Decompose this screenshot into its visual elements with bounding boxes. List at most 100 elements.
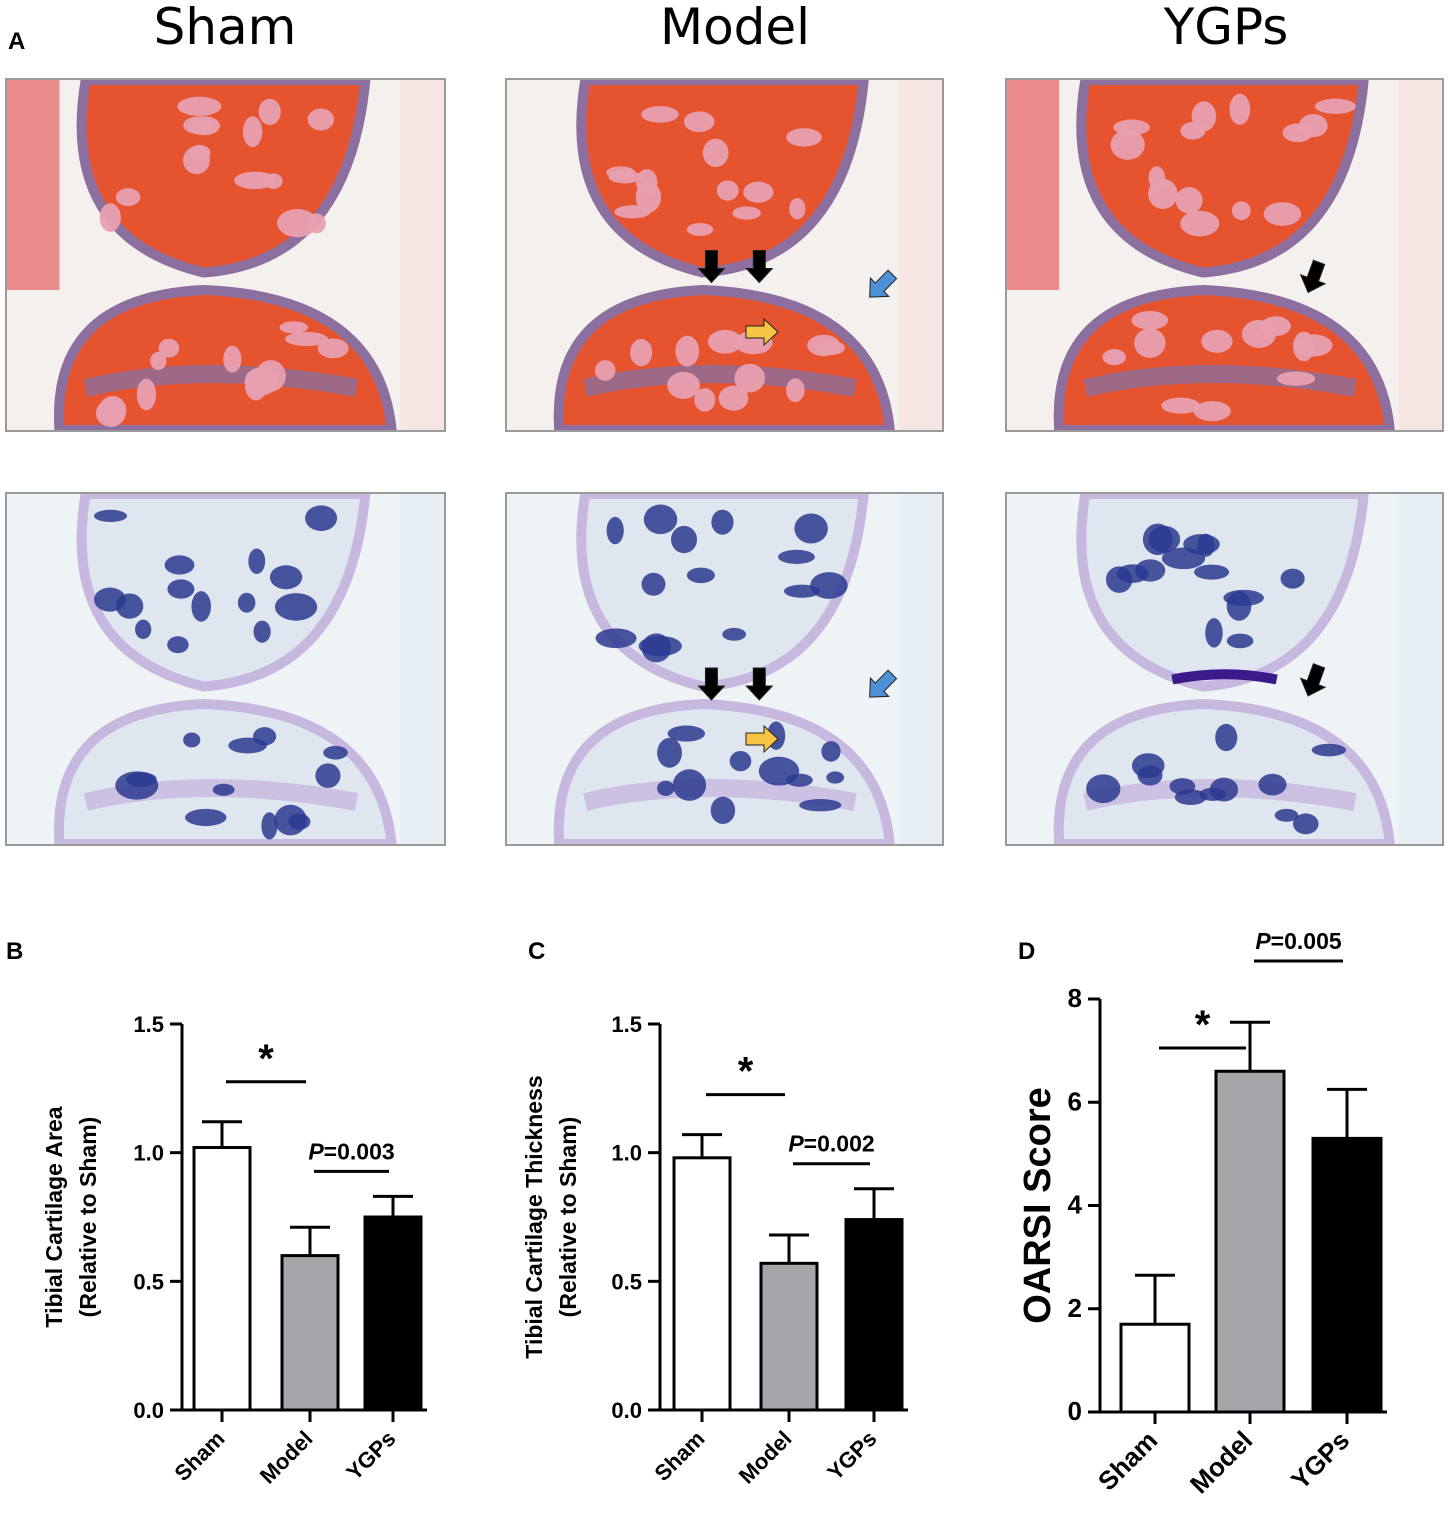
marrow-blob bbox=[1135, 559, 1166, 582]
y-tick-label: 0.0 bbox=[611, 1398, 642, 1423]
black-arrow-icon bbox=[1299, 663, 1327, 697]
y-tick-label: 1.0 bbox=[133, 1141, 164, 1166]
bar-sham bbox=[1119, 1322, 1191, 1414]
marrow-blob bbox=[686, 567, 715, 584]
growth-plate bbox=[583, 779, 857, 811]
marrow-blob bbox=[95, 399, 126, 427]
blue-arrow-icon bbox=[869, 269, 898, 298]
marrow-blob bbox=[1201, 329, 1233, 353]
marrow-blob bbox=[606, 516, 624, 545]
bar-chart-b: 0.0 0.5 1.0 1.5 Tibial Cartilage Area (Relati… bbox=[41, 1012, 427, 1488]
column-title-sham: Sham bbox=[153, 0, 297, 56]
bar-model bbox=[759, 1261, 819, 1412]
marrow-blob bbox=[722, 627, 747, 641]
marrow-blob bbox=[1180, 122, 1206, 140]
marrow-blob bbox=[305, 505, 338, 531]
y-tick-label: 1.5 bbox=[611, 1012, 642, 1037]
column-title-model: Model bbox=[659, 0, 811, 56]
marrow-blob bbox=[702, 138, 729, 168]
marrow-blob bbox=[99, 203, 121, 232]
micrograph-he-model bbox=[505, 78, 944, 432]
growth-plate bbox=[1083, 365, 1357, 397]
tibia-shape bbox=[53, 698, 397, 844]
marrow-blob bbox=[810, 572, 848, 599]
y-tick-label: 0 bbox=[1068, 1396, 1082, 1426]
marrow-blob bbox=[732, 206, 761, 220]
marrow-blob bbox=[269, 565, 303, 590]
marrow-blob bbox=[635, 181, 662, 213]
black-arrow-icon bbox=[697, 250, 726, 284]
marrow-blob bbox=[126, 772, 157, 788]
y-tick-label: 1.0 bbox=[611, 1141, 642, 1166]
bar-model bbox=[280, 1254, 340, 1412]
x-category-label: Model bbox=[1184, 1425, 1258, 1499]
marrow-blob bbox=[136, 378, 157, 411]
marrow-blob bbox=[672, 769, 707, 801]
marrow-blob bbox=[277, 209, 318, 238]
marrow-blob bbox=[1274, 808, 1299, 822]
muscle-tissue bbox=[7, 80, 60, 290]
significance-star: * bbox=[738, 1050, 754, 1094]
y-axis-label-line2: (Relative to Sham) bbox=[75, 1117, 101, 1318]
marrow-blob bbox=[212, 783, 235, 796]
marrow-blob bbox=[253, 620, 271, 643]
marrow-blob bbox=[711, 509, 734, 535]
marrow-blob bbox=[93, 509, 128, 522]
p-value-label: P=0.005 bbox=[1255, 928, 1342, 954]
marrow-blob bbox=[167, 579, 195, 599]
marrow-blob bbox=[657, 780, 675, 797]
marrow-blob bbox=[1183, 534, 1220, 555]
muscle-tissue bbox=[1007, 80, 1060, 290]
marrow-blob bbox=[1134, 328, 1166, 358]
marrow-blob bbox=[188, 116, 220, 136]
marrow-blob bbox=[683, 111, 715, 133]
y-axis-label: Tibial Cartilage Thickness bbox=[521, 1075, 547, 1358]
marrow-blob bbox=[1193, 401, 1231, 422]
tibia-shape bbox=[1053, 698, 1395, 844]
bar-chart-c: 0.0 0.5 1.0 1.5 Tibial Cartilage Thickness (R… bbox=[521, 1012, 908, 1488]
x-category-label: YGPs bbox=[1285, 1425, 1355, 1495]
bar-ygps bbox=[1311, 1136, 1383, 1414]
marrow-blob bbox=[667, 725, 706, 742]
bar-ygps bbox=[844, 1218, 904, 1412]
micrograph-he-sham bbox=[5, 78, 446, 432]
y-tick-label: 0.5 bbox=[133, 1269, 164, 1294]
marrow-blob bbox=[671, 525, 698, 554]
marrow-blob bbox=[188, 144, 211, 161]
marrow-blob bbox=[307, 108, 334, 131]
marrow-blob bbox=[1276, 371, 1316, 386]
bar-sham bbox=[192, 1146, 252, 1412]
x-category-label: YGPs bbox=[341, 1426, 400, 1485]
marrow-blob bbox=[641, 572, 666, 596]
y-axis-label: OARSI Score bbox=[1017, 1087, 1059, 1324]
soft-tissue bbox=[1398, 80, 1442, 430]
y-axis-label: Tibial Cartilage Area bbox=[41, 1106, 67, 1327]
micrograph-tb-model bbox=[505, 492, 944, 846]
tibia-shape bbox=[553, 284, 895, 430]
marrow-blob bbox=[1311, 743, 1346, 757]
marrow-blob bbox=[1209, 777, 1239, 802]
marrow-blob bbox=[608, 170, 642, 184]
marrow-blob bbox=[1260, 316, 1291, 336]
black-arrow-icon bbox=[697, 667, 726, 701]
marrow-blob bbox=[630, 338, 653, 367]
marrow-blob bbox=[595, 628, 637, 649]
marrow-blob bbox=[594, 360, 616, 381]
soft-tissue bbox=[1398, 494, 1442, 844]
marrow-blob bbox=[778, 549, 815, 564]
marrow-blob bbox=[115, 188, 141, 207]
marrow-blob bbox=[1169, 778, 1196, 795]
marrow-blob bbox=[1161, 397, 1200, 414]
marrow-blob bbox=[274, 593, 318, 621]
y-tick-label: 8 bbox=[1068, 983, 1082, 1013]
marrow-blob bbox=[242, 116, 263, 148]
p-value-label: P=0.003 bbox=[308, 1138, 394, 1164]
marrow-blob bbox=[1148, 178, 1178, 210]
bar-chart-d: 0 2 4 6 8 OARSI Score Sham Model YGPs * P=0.005 bbox=[1017, 928, 1387, 1499]
marrow-blob bbox=[707, 329, 743, 354]
marrow-blob bbox=[244, 367, 278, 396]
bar-sham bbox=[672, 1156, 732, 1412]
marrow-blob bbox=[237, 592, 256, 613]
micrograph-tb-ygps bbox=[1005, 492, 1444, 846]
soft-tissue bbox=[400, 494, 444, 844]
